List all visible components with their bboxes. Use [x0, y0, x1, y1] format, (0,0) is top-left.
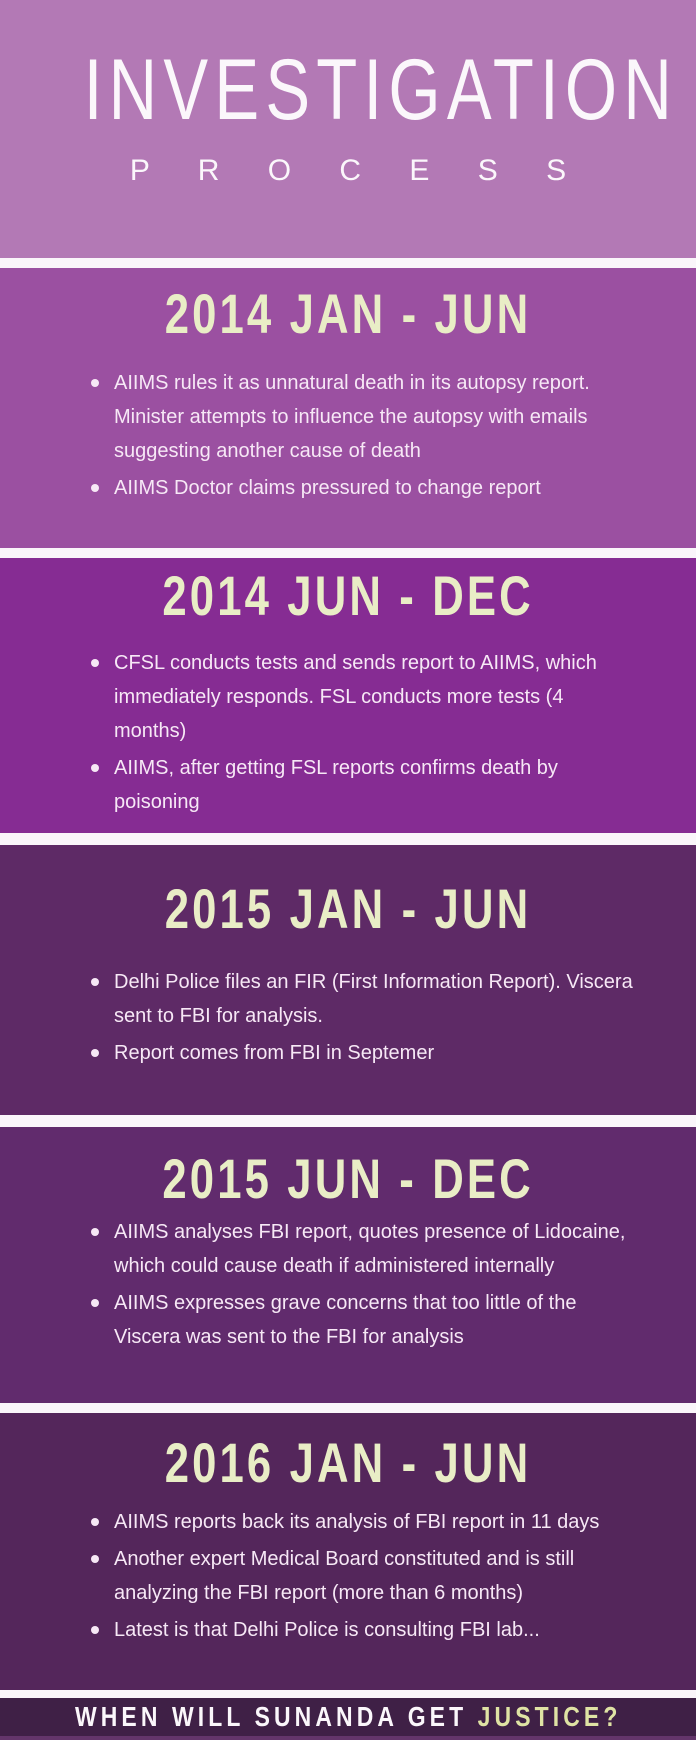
section-2016-jan-jun: 2016 JAN - JUN AIIMS reports back its an…	[0, 1413, 696, 1690]
section-2014-jan-jun: 2014 JAN - JUN AIIMS rules it as unnatur…	[0, 268, 696, 548]
bullet-item: AIIMS expresses grave concerns that too …	[91, 1286, 634, 1354]
section-period-text: 2015 JUN - DEC	[162, 1147, 534, 1210]
bullet-list: AIIMS analyses FBI report, quotes presen…	[0, 1215, 696, 1354]
bullet-item: Another expert Medical Board constituted…	[91, 1542, 634, 1610]
section-2015-jan-jun: 2015 JAN - JUN Delhi Police files an FIR…	[0, 845, 696, 1115]
page-subtitle: P R O C E S S	[129, 154, 587, 187]
footer-question: WHEN WILL SUNANDA GET JUSTICE?	[75, 1701, 621, 1733]
section-period-heading: 2015 JAN - JUN	[0, 877, 696, 941]
section-divider	[0, 1403, 696, 1413]
section-divider	[0, 548, 696, 558]
bullet-item: AIIMS reports back its analysis of FBI r…	[91, 1505, 634, 1539]
bullet-list: Delhi Police files an FIR (First Informa…	[0, 965, 696, 1070]
bullet-item: AIIMS analyses FBI report, quotes presen…	[91, 1215, 634, 1283]
bullet-item: AIIMS Doctor claims pressured to change …	[91, 471, 634, 505]
section-period-heading: 2015 JUN - DEC	[0, 1147, 696, 1211]
section-divider	[0, 833, 696, 845]
section-period-text: 2014 JUN - DEC	[162, 564, 534, 627]
section-period-text: 2016 JAN - JUN	[164, 1431, 532, 1494]
section-period-text: 2015 JAN - JUN	[164, 877, 532, 940]
bullet-item: Latest is that Delhi Police is consultin…	[91, 1613, 634, 1647]
section-2014-jun-dec: 2014 JUN - DEC CFSL conducts tests and s…	[0, 558, 696, 833]
bullet-item: Report comes from FBI in Septemer	[91, 1036, 634, 1070]
bullet-list: AIIMS reports back its analysis of FBI r…	[0, 1505, 696, 1647]
bullet-item: AIIMS rules it as unnatural death in its…	[91, 366, 634, 468]
bullet-list: AIIMS rules it as unnatural death in its…	[0, 366, 696, 505]
section-period-text: 2014 JAN - JUN	[164, 282, 532, 345]
bullet-item: Delhi Police files an FIR (First Informa…	[91, 965, 634, 1033]
section-divider	[0, 258, 696, 268]
header-band: INVESTIGATION P R O C E S S	[0, 0, 696, 258]
section-divider	[0, 1115, 696, 1127]
section-2015-jun-dec: 2015 JUN - DEC AIIMS analyses FBI report…	[0, 1127, 696, 1403]
section-divider	[0, 1690, 696, 1698]
bullet-item: CFSL conducts tests and sends report to …	[91, 646, 634, 748]
page-title-text: INVESTIGATION	[83, 42, 679, 138]
footer-question-highlight: JUSTICE?	[477, 1701, 622, 1732]
footer-question-white: WHEN WILL SUNANDA GET	[74, 1701, 467, 1732]
bullet-item: AIIMS, after getting FSL reports confirm…	[91, 751, 634, 819]
bullet-list: CFSL conducts tests and sends report to …	[0, 646, 696, 819]
footer-band: WHEN WILL SUNANDA GET JUSTICE?	[0, 1698, 696, 1736]
section-period-heading: 2016 JAN - JUN	[0, 1431, 696, 1495]
bottom-edge-strip	[0, 1736, 696, 1740]
page-title: INVESTIGATION	[0, 40, 696, 140]
section-period-heading: 2014 JAN - JUN	[0, 282, 696, 346]
section-period-heading: 2014 JUN - DEC	[0, 564, 696, 628]
